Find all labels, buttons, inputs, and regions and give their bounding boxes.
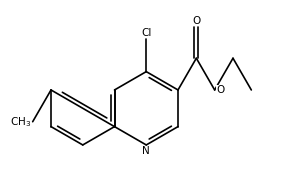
Text: N: N	[142, 146, 150, 156]
Text: Cl: Cl	[141, 28, 151, 37]
Text: O: O	[216, 85, 225, 95]
Text: CH$_3$: CH$_3$	[10, 115, 31, 129]
Text: O: O	[192, 16, 201, 26]
